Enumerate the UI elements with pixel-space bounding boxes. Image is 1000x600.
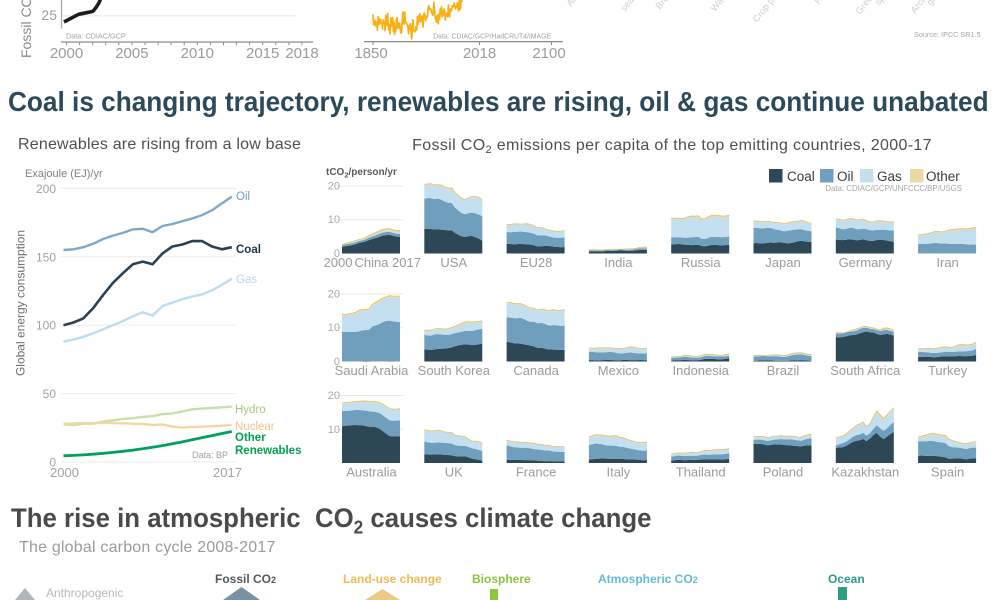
svg-text:Indonesia: Indonesia (673, 363, 730, 378)
svg-text:10: 10 (328, 424, 340, 436)
svg-text:tCO2/person/yr: tCO2/person/yr (326, 167, 397, 180)
svg-text:Fossil CO2 emissions per capit: Fossil CO2 emissions per capita of the t… (412, 137, 932, 156)
svg-text:150: 150 (36, 250, 56, 264)
svg-text:10: 10 (328, 322, 340, 334)
svg-text:2000: 2000 (50, 465, 79, 480)
svg-text:Saudi Arabia: Saudi Arabia (335, 363, 409, 378)
svg-text:Gas: Gas (877, 169, 902, 184)
svg-text:USA: USA (440, 255, 467, 270)
svg-text:20: 20 (328, 390, 340, 402)
svg-text:2018: 2018 (463, 45, 496, 62)
svg-text:Oil: Oil (236, 191, 250, 203)
svg-text:0: 0 (49, 456, 56, 470)
svg-text:Spain: Spain (931, 465, 964, 480)
svg-text:Source: IPCC SR1.5: Source: IPCC SR1.5 (914, 30, 981, 39)
svg-text:Thailand: Thailand (676, 465, 726, 480)
svg-text:Mexico: Mexico (598, 363, 639, 378)
svg-text:Hydro: Hydro (235, 404, 266, 416)
svg-text:Kazakhstan: Kazakhstan (831, 465, 899, 480)
svg-text:Warm: Warm (709, 0, 733, 14)
svg-text:gra: gra (925, 0, 943, 8)
svg-text:2010: 2010 (181, 45, 214, 62)
svg-text:2017: 2017 (213, 465, 242, 480)
svg-text:Coal: Coal (236, 244, 261, 256)
svg-text:sp: sp (873, 0, 888, 8)
svg-text:Hea: Hea (813, 0, 833, 7)
svg-text:Nuclear: Nuclear (235, 421, 275, 433)
svg-text:Other: Other (926, 169, 960, 184)
svg-text:2100: 2100 (532, 45, 565, 62)
svg-text:Global energy consumption: Global energy consumption (14, 230, 28, 376)
svg-text:2000: 2000 (50, 45, 83, 62)
svg-text:Turkey: Turkey (928, 363, 968, 378)
svg-text:Oil: Oil (837, 169, 854, 184)
svg-text:Japan: Japan (765, 255, 800, 270)
svg-text:Iran: Iran (936, 255, 958, 270)
svg-text:2005: 2005 (115, 45, 148, 62)
svg-text:Fossil CO: Fossil CO (18, 0, 34, 58)
svg-text:2017: 2017 (392, 255, 421, 270)
svg-text:200: 200 (36, 182, 56, 196)
svg-text:South Africa: South Africa (830, 363, 901, 378)
svg-text:1850: 1850 (354, 45, 387, 62)
svg-text:Brazil: Brazil (767, 363, 800, 378)
svg-text:Russia: Russia (681, 255, 722, 270)
svg-text:South Korea: South Korea (418, 363, 491, 378)
svg-text:Renewables are rising from a l: Renewables are rising from a low base (18, 136, 301, 153)
svg-text:Data: CDIAC/GCP: Data: CDIAC/GCP (66, 32, 126, 41)
svg-text:50: 50 (43, 387, 57, 401)
svg-text:2015: 2015 (246, 45, 279, 62)
svg-text:Brea: Brea (654, 0, 675, 12)
svg-text:Germany: Germany (839, 255, 893, 270)
svg-text:Canada: Canada (513, 363, 559, 378)
svg-text:seag: seag (619, 0, 640, 14)
svg-text:Exajoule (EJ)/yr: Exajoule (EJ)/yr (25, 168, 103, 180)
svg-text:Renewables: Renewables (235, 445, 301, 457)
svg-text:China: China (355, 255, 390, 270)
svg-text:Italy: Italy (606, 465, 630, 480)
svg-text:France: France (516, 465, 556, 480)
svg-text:Data: CDIAC/GCP/UNFCCC/BP/USGS: Data: CDIAC/GCP/UNFCCC/BP/USGS (825, 184, 962, 193)
svg-text:20: 20 (328, 289, 340, 301)
svg-text:100: 100 (36, 319, 56, 333)
svg-text:25: 25 (41, 7, 57, 23)
svg-text:0: 0 (334, 356, 340, 368)
svg-text:2018: 2018 (285, 45, 318, 62)
svg-text:Coal: Coal (787, 169, 815, 184)
svg-text:Poland: Poland (763, 465, 803, 480)
svg-text:Other: Other (235, 432, 266, 444)
svg-text:Arid: Arid (565, 0, 584, 9)
svg-text:Crop pro: Crop pro (751, 0, 782, 25)
svg-text:India: India (604, 255, 633, 270)
svg-text:EU28: EU28 (520, 255, 553, 270)
svg-text:Data: CDIAC/GCP/HadCRUT4/IMAGE: Data: CDIAC/GCP/HadCRUT4/IMAGE (433, 34, 551, 41)
svg-text:Data: BP: Data: BP (192, 450, 228, 460)
svg-text:10: 10 (328, 214, 340, 226)
svg-text:Gas: Gas (236, 274, 257, 286)
svg-text:UK: UK (445, 465, 463, 480)
svg-text:20: 20 (328, 181, 340, 193)
svg-text:Australia: Australia (346, 465, 397, 480)
svg-text:0: 0 (334, 248, 340, 260)
svg-text:2000: 2000 (324, 255, 353, 270)
